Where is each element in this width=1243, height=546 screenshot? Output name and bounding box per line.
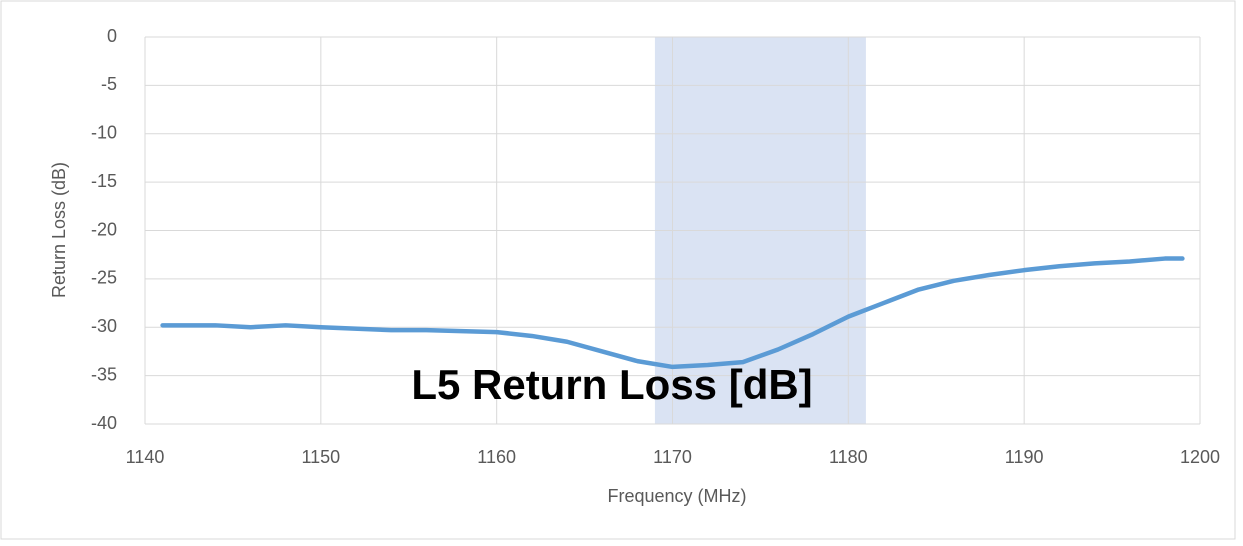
x-tick-label: 1170: [653, 447, 692, 467]
x-tick-label: 1150: [301, 447, 340, 467]
y-tick-label: 0: [107, 26, 117, 46]
y-axis-label: Return Loss (dB): [49, 162, 69, 298]
y-tick-label: -15: [91, 171, 117, 191]
y-tick-label: -5: [101, 74, 117, 94]
y-tick-label: -30: [91, 316, 117, 336]
y-tick-label: -25: [91, 268, 117, 288]
x-tick-label: 1140: [126, 447, 165, 467]
data-line: [160, 256, 1185, 370]
y-tick-label: -35: [91, 364, 117, 384]
x-tick-label: 1180: [829, 447, 868, 467]
x-tick-label: 1160: [477, 447, 516, 467]
x-axis-label: Frequency (MHz): [607, 486, 746, 506]
chart-title: L5 Return Loss [dB]: [411, 361, 812, 408]
x-tick-label: 1190: [1005, 447, 1044, 467]
y-tick-label: -40: [91, 413, 117, 433]
y-tick-label: -10: [91, 123, 117, 143]
x-tick-label: 1200: [1180, 447, 1220, 467]
y-tick-label: -20: [91, 219, 117, 239]
